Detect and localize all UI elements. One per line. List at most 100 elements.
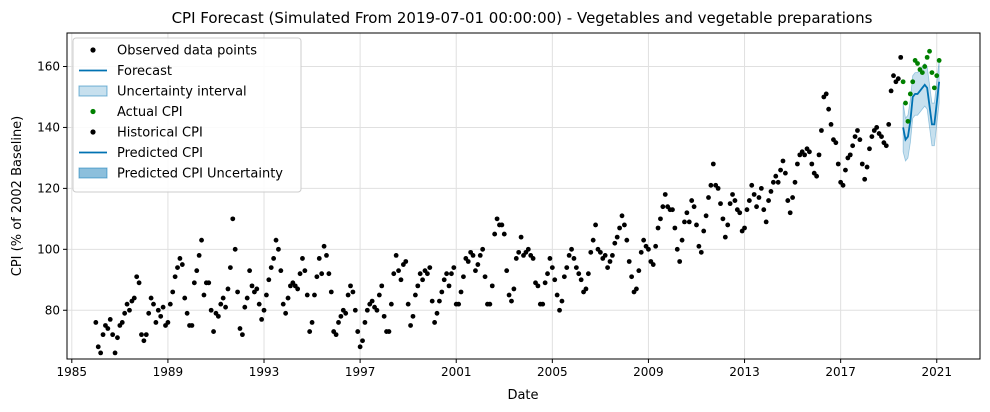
legend-box: [72, 37, 302, 193]
historical-point: [770, 179, 776, 185]
historical-point: [336, 320, 341, 325]
actual-point: [903, 100, 908, 106]
chart-title: CPI Forecast (Simulated From 2019-07-01 …: [172, 9, 873, 27]
legend-label: Actual CPI: [117, 105, 183, 120]
historical-point: [364, 307, 370, 313]
historical-point: [542, 280, 548, 286]
historical-point: [807, 149, 812, 155]
historical-point: [412, 292, 418, 298]
historical-point: [206, 280, 212, 286]
historical-point: [660, 204, 666, 210]
historical-point: [670, 207, 675, 213]
historical-point: [333, 332, 339, 338]
historical-point: [710, 161, 716, 167]
historical-point: [634, 286, 639, 292]
historical-point: [227, 265, 233, 270]
legend-patch-marker: [78, 167, 108, 179]
historical-point: [869, 134, 875, 139]
historical-point: [694, 222, 699, 228]
historical-point: [105, 326, 111, 331]
historical-point: [473, 268, 478, 274]
forecast-line: [902, 81, 941, 142]
historical-point: [826, 106, 832, 112]
uncertainty-band: [902, 60, 940, 162]
historical-point: [612, 240, 618, 246]
historical-point: [480, 246, 486, 252]
actual-point: [922, 64, 928, 69]
historical-point: [451, 265, 457, 270]
historical-point: [131, 295, 137, 301]
y-tick-label: 80: [45, 303, 60, 317]
historical-point: [766, 198, 771, 203]
historical-point: [470, 253, 476, 258]
historical-point: [677, 259, 683, 264]
legend-label: Historical CPI: [117, 126, 203, 141]
historical-point: [823, 91, 829, 97]
historical-point: [590, 237, 596, 243]
historical-point: [557, 307, 562, 313]
historical-point: [314, 274, 320, 280]
historical-point: [127, 307, 132, 313]
historical-point: [417, 271, 423, 277]
historical-point: [847, 152, 853, 158]
historical-point: [283, 310, 289, 316]
actual-point: [927, 48, 932, 54]
historical-point: [698, 249, 704, 255]
historical-point: [170, 289, 176, 295]
y-tick-label: 120: [37, 181, 60, 195]
plot-area-frame: [66, 32, 981, 360]
historical-point: [437, 298, 442, 304]
historical-point: [444, 271, 450, 277]
historical-point: [585, 271, 591, 277]
historical-point: [891, 73, 896, 79]
historical-point: [100, 332, 106, 338]
historical-point: [489, 283, 495, 289]
historical-point: [316, 256, 322, 261]
historical-point: [148, 295, 154, 301]
historical-point: [338, 313, 344, 319]
historical-point: [309, 320, 315, 325]
historical-point: [646, 246, 651, 252]
historical-point: [790, 195, 795, 200]
historical-point: [119, 320, 125, 325]
actual-point: [905, 118, 911, 124]
historical-point: [802, 152, 808, 158]
historical-point: [107, 316, 113, 322]
historical-point: [362, 320, 368, 325]
historical-point: [605, 265, 610, 270]
historical-point: [175, 265, 180, 270]
historical-point: [458, 289, 464, 295]
historical-point: [607, 259, 613, 264]
historical-point: [530, 256, 536, 261]
historical-point: [345, 292, 351, 298]
historical-point: [220, 295, 226, 301]
historical-point: [179, 262, 185, 267]
historical-point: [597, 249, 603, 255]
historical-point: [617, 225, 623, 231]
historical-point: [895, 76, 901, 82]
legend-label: Predicted CPI: [117, 146, 203, 161]
historical-point: [285, 295, 291, 301]
historical-point: [266, 277, 272, 283]
historical-point: [112, 350, 118, 356]
historical-point: [754, 204, 759, 210]
historical-point: [139, 332, 144, 338]
y-tick-label: 100: [37, 242, 60, 256]
historical-point: [199, 237, 204, 243]
axis-ticks: 1985 1989 1993 1997 2001 2005 2009 2013 2017 2021…: [37, 60, 952, 379]
historical-point: [571, 256, 577, 261]
historical-point: [816, 152, 822, 158]
historical-point: [732, 198, 738, 203]
x-tick-label: 2001: [441, 365, 472, 379]
x-tick-label: 1997: [345, 365, 376, 379]
historical-point: [828, 122, 834, 127]
historical-point: [624, 237, 630, 243]
legend-patch-marker: [78, 85, 108, 97]
historical-point: [259, 316, 265, 322]
historical-point: [501, 231, 507, 237]
historical-point: [155, 307, 161, 313]
historical-point: [122, 310, 128, 316]
historical-point: [535, 283, 541, 289]
historical-point: [641, 237, 647, 243]
